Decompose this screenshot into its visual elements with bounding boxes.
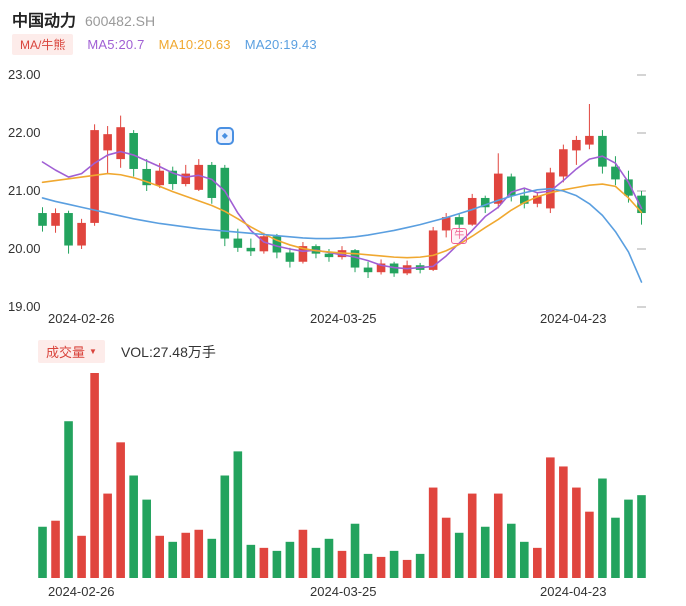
page-title: 中国动力 600482.SH bbox=[12, 7, 155, 31]
ma20-value: MA20:19.43 bbox=[244, 37, 317, 52]
bull-marker-icon[interactable]: 牛 bbox=[451, 228, 468, 245]
ma-indicator-toggle[interactable]: MA/牛熊 bbox=[12, 34, 74, 55]
y-axis-label: 23.00 bbox=[8, 67, 41, 82]
x-axis-label: 2024-03-25 bbox=[310, 311, 377, 326]
y-axis-label: 21.00 bbox=[8, 183, 41, 198]
y-axis-label: 19.00 bbox=[8, 299, 41, 314]
caret-down-icon: ▼ bbox=[89, 346, 97, 356]
x-axis-label: 2024-04-23 bbox=[540, 584, 607, 599]
volume-value: VOL:27.48万手 bbox=[120, 343, 216, 360]
ma5-value: MA5:20.7 bbox=[87, 37, 145, 52]
x-axis-label: 2024-04-23 bbox=[540, 311, 607, 326]
event-marker-icon[interactable] bbox=[215, 126, 234, 145]
volume-indicator-toggle[interactable]: 成交量 ▼ bbox=[38, 340, 105, 363]
indicator-legend: MA/牛熊 MA5:20.7 MA10:20.63 MA20:19.43 bbox=[12, 34, 317, 55]
y-axis-label: 22.00 bbox=[8, 125, 41, 140]
stock-code: 600482.SH bbox=[85, 13, 156, 29]
volume-header: 成交量 ▼ VOL:27.48万手 bbox=[38, 340, 216, 363]
x-axis-label: 2024-02-26 bbox=[48, 311, 115, 326]
x-axis-label: 2024-02-26 bbox=[48, 584, 115, 599]
candlestick-chart[interactable] bbox=[36, 60, 648, 310]
stock-name: 中国动力 bbox=[12, 13, 77, 30]
x-axis-label: 2024-03-25 bbox=[310, 584, 377, 599]
ma10-value: MA10:20.63 bbox=[158, 37, 231, 52]
volume-toggle-label: 成交量 bbox=[46, 345, 86, 360]
y-axis-label: 20.00 bbox=[8, 241, 41, 256]
volume-chart[interactable] bbox=[36, 365, 648, 580]
